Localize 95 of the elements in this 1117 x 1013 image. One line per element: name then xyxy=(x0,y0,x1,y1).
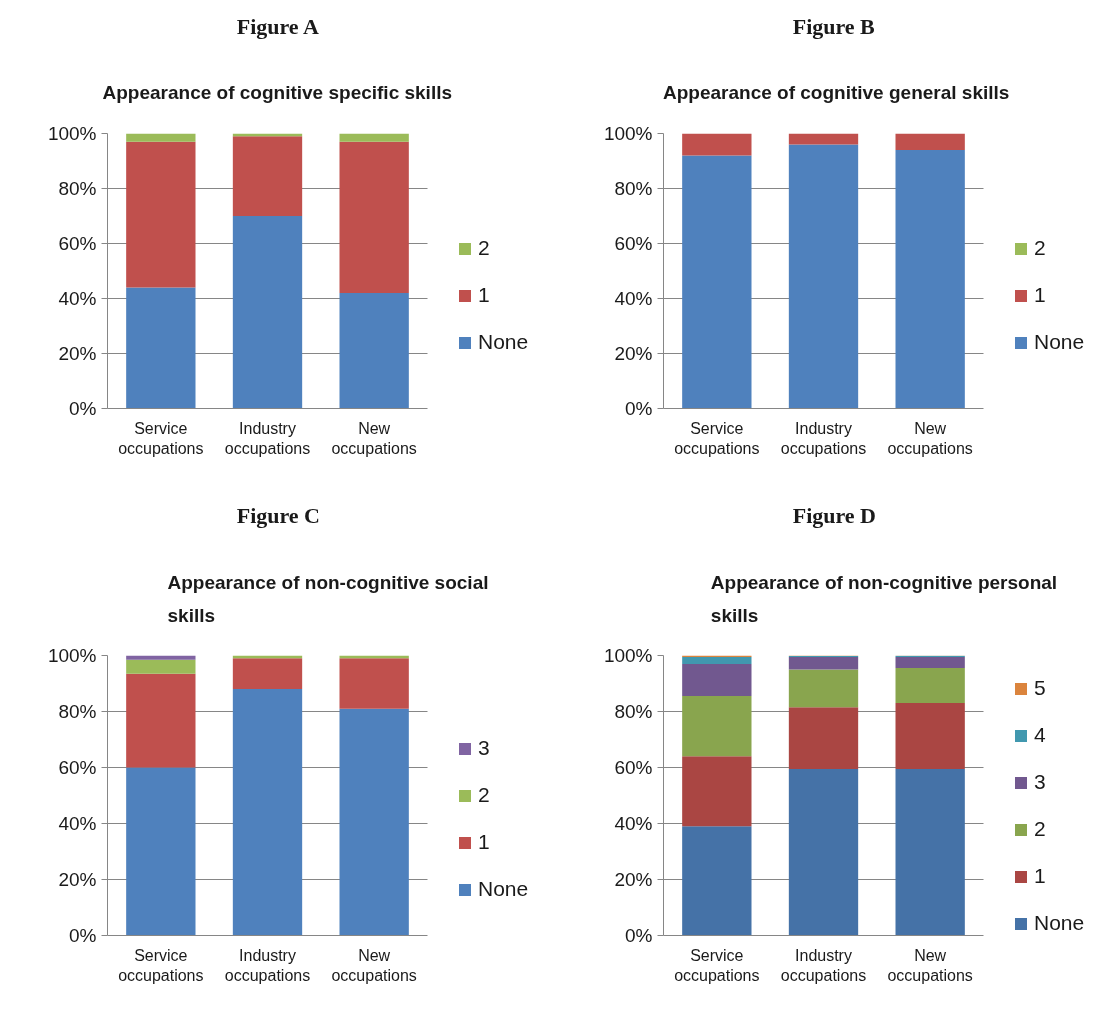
bar xyxy=(232,689,303,936)
bar xyxy=(895,133,965,150)
legend-label: 2 xyxy=(478,783,491,807)
bar xyxy=(895,656,965,669)
bar xyxy=(232,216,303,409)
bar xyxy=(788,133,859,145)
chart-subtitle: Appearance of cognitive specific skills xyxy=(102,82,453,103)
bar xyxy=(682,756,752,827)
bar xyxy=(895,703,965,769)
chart-title: Figure D xyxy=(792,502,877,528)
bar xyxy=(895,768,965,936)
y-tick-label: 60% xyxy=(58,757,97,778)
legend-label: 1 xyxy=(1034,864,1047,888)
legend-label: 1 xyxy=(1034,283,1047,307)
y-tick-label: 0% xyxy=(625,925,653,946)
chart-title: Figure B xyxy=(792,13,876,39)
bar xyxy=(339,141,409,293)
legend-label: 3 xyxy=(1034,770,1047,794)
x-tick-label: New occupations xyxy=(331,946,417,984)
bar xyxy=(126,767,196,936)
bar xyxy=(895,150,965,409)
legend-label: None xyxy=(478,330,529,354)
chart-title: Figure A xyxy=(236,13,319,39)
x-tick-label: Industry occupations xyxy=(224,946,311,984)
legend-label: 1 xyxy=(478,283,491,307)
y-tick-label: 80% xyxy=(58,701,97,722)
bar xyxy=(895,668,965,704)
y-tick-label: 80% xyxy=(58,178,97,199)
y-tick-label: 100% xyxy=(47,645,97,666)
legend-label: None xyxy=(1034,911,1085,935)
chart-subtitle: Appearance of cognitive general skills xyxy=(663,82,1010,103)
bar xyxy=(682,155,752,409)
y-tick-label: 0% xyxy=(625,398,653,419)
y-tick-label: 80% xyxy=(614,178,653,199)
legend-label: 2 xyxy=(1034,236,1047,260)
bar xyxy=(682,663,752,697)
y-tick-label: 40% xyxy=(58,288,97,309)
legend-label: 4 xyxy=(1034,723,1047,747)
bar xyxy=(126,673,196,768)
legend-label: 5 xyxy=(1034,676,1047,700)
x-tick-label: Industry occupations xyxy=(224,419,311,457)
chart-title: Figure C xyxy=(236,502,321,528)
y-tick-label: 20% xyxy=(614,343,653,364)
bar xyxy=(682,656,752,664)
x-tick-label: New occupations xyxy=(887,946,973,984)
legend-label: 2 xyxy=(478,236,491,260)
legend-label: 3 xyxy=(478,736,491,760)
x-tick-label: New occupations xyxy=(331,419,417,457)
chart-subtitle: Appearance of non-cognitive personal skills xyxy=(710,571,1058,627)
bar xyxy=(788,768,859,936)
y-tick-label: 80% xyxy=(614,701,653,722)
bar xyxy=(126,659,196,674)
x-tick-label: Service occupations xyxy=(118,419,204,457)
bar xyxy=(339,133,409,142)
y-tick-label: 20% xyxy=(614,869,653,890)
legend-label: None xyxy=(1034,330,1085,354)
bar xyxy=(682,133,752,156)
y-tick-label: 0% xyxy=(69,398,97,419)
legend-label: 2 xyxy=(1034,817,1047,841)
y-tick-label: 20% xyxy=(58,343,97,364)
y-tick-label: 60% xyxy=(58,233,97,254)
x-tick-label: New occupations xyxy=(887,419,973,457)
y-tick-label: 20% xyxy=(58,869,97,890)
bar xyxy=(339,708,409,936)
bar xyxy=(788,656,859,670)
bar xyxy=(339,293,409,409)
x-tick-label: Industry occupations xyxy=(780,946,867,984)
y-tick-label: 60% xyxy=(614,757,653,778)
x-tick-label: Service occupations xyxy=(674,946,760,984)
bar xyxy=(232,136,303,216)
y-tick-label: 100% xyxy=(603,645,653,666)
x-tick-label: Industry occupations xyxy=(780,419,867,457)
y-tick-label: 100% xyxy=(603,123,653,144)
x-tick-label: Service occupations xyxy=(118,946,204,984)
y-tick-label: 0% xyxy=(69,925,97,946)
bar xyxy=(126,133,196,142)
legend-label: 1 xyxy=(478,830,491,854)
y-tick-label: 40% xyxy=(58,813,97,834)
x-tick-label: Service occupations xyxy=(674,419,760,457)
bar xyxy=(339,658,409,709)
bar xyxy=(126,141,196,288)
bar xyxy=(126,655,196,660)
y-tick-label: 60% xyxy=(614,233,653,254)
bar xyxy=(682,826,752,936)
bar xyxy=(682,696,752,757)
y-tick-label: 40% xyxy=(614,288,653,309)
y-tick-label: 100% xyxy=(47,123,97,144)
bar xyxy=(232,658,303,690)
y-tick-label: 40% xyxy=(614,813,653,834)
bar xyxy=(788,669,859,708)
legend-label: None xyxy=(478,877,529,901)
bar xyxy=(788,707,859,769)
bar xyxy=(126,287,196,409)
chart-subtitle: Appearance of non-cognitive social skills xyxy=(167,571,489,627)
bar xyxy=(788,144,859,409)
